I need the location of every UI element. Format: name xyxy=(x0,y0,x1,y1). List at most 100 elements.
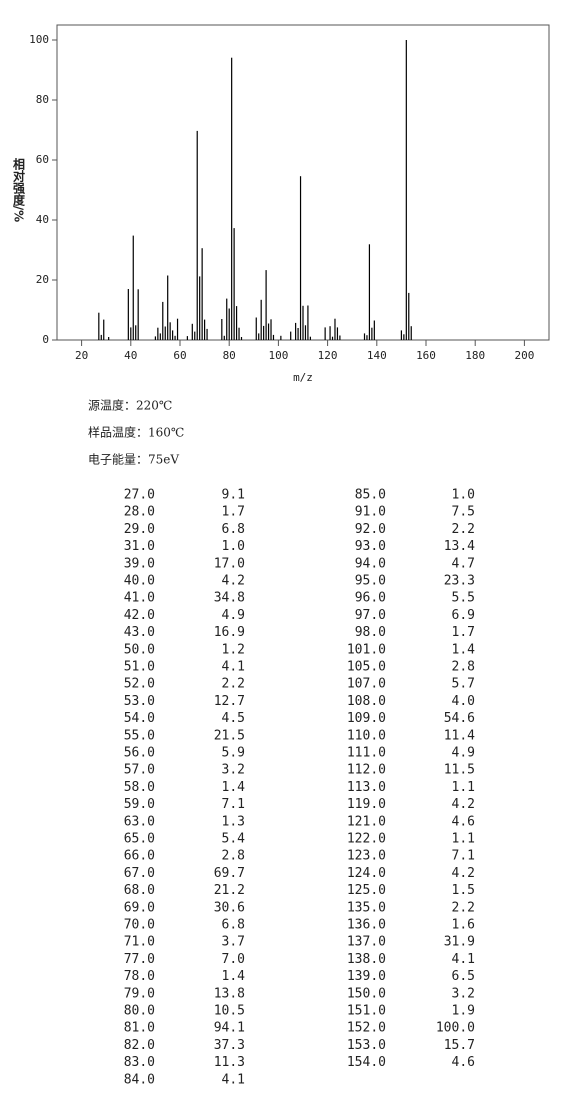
intensity-cell: 4.1 xyxy=(452,952,475,967)
intensity-cell: 7.5 xyxy=(452,505,475,520)
peak xyxy=(223,335,225,340)
intensity-cell: 7.1 xyxy=(222,797,245,812)
peak xyxy=(100,334,102,340)
mz-cell: 80.0 xyxy=(124,1004,155,1019)
intensity-cell: 4.9 xyxy=(222,608,245,623)
mz-cell: 27.0 xyxy=(124,488,155,503)
mz-cell: 82.0 xyxy=(124,1038,155,1053)
mz-cell: 56.0 xyxy=(124,746,155,761)
peak xyxy=(174,335,176,340)
peak xyxy=(164,326,166,340)
y-tick-label: 60 xyxy=(36,153,49,166)
intensity-cell: 4.7 xyxy=(452,556,475,571)
intensity-cell: 5.9 xyxy=(222,746,245,761)
peak xyxy=(238,327,240,340)
mz-cell: 55.0 xyxy=(124,728,155,743)
mz-cell: 83.0 xyxy=(124,1055,155,1070)
mz-cell: 105.0 xyxy=(347,660,386,675)
mz-cell: 96.0 xyxy=(355,591,386,606)
peak xyxy=(258,333,260,340)
peak xyxy=(329,326,331,340)
intensity-cell: 23.3 xyxy=(444,574,475,589)
intensity-cell: 37.3 xyxy=(214,1038,245,1053)
peak xyxy=(304,325,307,340)
peak xyxy=(270,319,272,340)
peak xyxy=(167,275,169,340)
intensity-cell: 3.2 xyxy=(452,986,475,1001)
mz-cell: 31.0 xyxy=(124,539,155,554)
mz-cell: 93.0 xyxy=(355,539,386,554)
mz-cell: 138.0 xyxy=(347,952,386,967)
intensity-cell: 100.0 xyxy=(436,1021,475,1036)
intensity-cell: 17.0 xyxy=(214,556,245,571)
mz-cell: 54.0 xyxy=(124,711,155,726)
intensity-cell: 4.6 xyxy=(452,814,475,829)
mz-cell: 51.0 xyxy=(124,660,155,675)
intensity-cell: 1.4 xyxy=(222,780,246,795)
peak xyxy=(331,336,334,340)
intensity-cell: 1.1 xyxy=(452,832,475,847)
mz-cell: 52.0 xyxy=(124,677,155,692)
intensity-cell: 2.2 xyxy=(222,677,245,692)
intensity-cell: 31.9 xyxy=(444,935,475,950)
mz-cell: 94.0 xyxy=(355,556,386,571)
mz-cell: 124.0 xyxy=(347,866,386,881)
mz-cell: 29.0 xyxy=(124,522,155,537)
peak xyxy=(233,228,235,340)
mz-cell: 107.0 xyxy=(347,677,386,692)
intensity-cell: 4.1 xyxy=(222,660,245,675)
intensity-cell: 6.8 xyxy=(222,918,245,933)
peak xyxy=(339,335,341,340)
intensity-cell: 2.8 xyxy=(222,849,245,864)
mz-cell: 119.0 xyxy=(347,797,386,812)
intensity-cell: 6.9 xyxy=(452,608,475,623)
mz-cell: 101.0 xyxy=(347,642,386,657)
intensity-cell: 4.2 xyxy=(452,866,475,881)
mz-cell: 78.0 xyxy=(124,969,155,984)
mz-cell: 28.0 xyxy=(124,505,155,520)
peak xyxy=(260,299,262,340)
peak xyxy=(130,327,132,340)
mz-cell: 50.0 xyxy=(124,642,155,657)
mz-cell: 136.0 xyxy=(347,918,386,933)
mz-cell: 153.0 xyxy=(347,1038,386,1053)
peak xyxy=(290,331,292,340)
electron-energy: 电子能量：75eV xyxy=(88,453,179,467)
mz-cell: 67.0 xyxy=(124,866,155,881)
source-temperature: 源温度：220℃ xyxy=(88,398,172,413)
sample-temperature: 样品温度：160℃ xyxy=(88,425,184,440)
y-tick-label: 20 xyxy=(36,273,49,286)
peak xyxy=(272,334,275,340)
mz-cell: 98.0 xyxy=(355,625,386,640)
mz-cell: 39.0 xyxy=(124,556,155,571)
x-tick-label: 60 xyxy=(173,349,186,362)
peak xyxy=(302,305,304,340)
mz-cell: 41.0 xyxy=(124,591,155,606)
mz-cell: 122.0 xyxy=(347,832,386,847)
mz-cell: 95.0 xyxy=(355,574,386,589)
peak xyxy=(324,327,326,340)
peak xyxy=(280,335,282,340)
intensity-cell: 16.9 xyxy=(214,625,245,640)
peak xyxy=(186,336,188,340)
intensity-cell: 1.5 xyxy=(452,883,475,898)
intensity-cell: 4.6 xyxy=(452,1055,475,1070)
mz-cell: 121.0 xyxy=(347,814,386,829)
peak xyxy=(263,325,265,340)
peak xyxy=(400,330,402,340)
intensity-cell: 1.0 xyxy=(452,488,475,503)
peak xyxy=(299,176,302,340)
peak xyxy=(231,57,233,340)
intensity-cell: 11.3 xyxy=(214,1055,245,1070)
peak xyxy=(368,244,371,340)
mz-cell: 109.0 xyxy=(347,711,386,726)
x-tick-label: 140 xyxy=(367,349,387,362)
mz-cell: 137.0 xyxy=(347,935,386,950)
peak xyxy=(228,308,230,340)
intensity-cell: 34.8 xyxy=(214,591,245,606)
mz-cell: 81.0 xyxy=(124,1021,155,1036)
peak xyxy=(132,235,134,340)
mz-cell: 135.0 xyxy=(347,900,386,915)
intensity-cell: 10.5 xyxy=(214,1004,245,1019)
